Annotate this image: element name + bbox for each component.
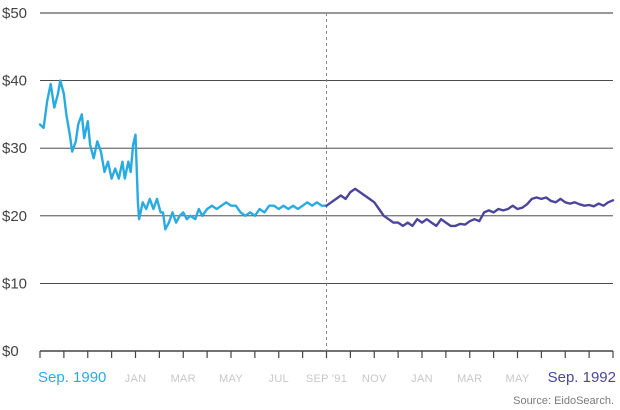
x-tick-label: MAR [457,373,482,385]
x-tick-label: MAY [219,373,243,385]
x-tick-label: JAN [125,373,147,385]
x-tick-label: MAR [171,373,196,385]
x-tick-label: JUL [269,373,289,385]
y-tick-label: $40 [2,73,27,90]
series-layer [38,79,615,231]
y-tick-label: $10 [2,275,27,292]
x-tick-label: NOV [362,373,387,385]
grid-layer [39,12,614,358]
x-tick-label: MAY [506,373,530,385]
x-axis-tick-labels: Sep. 1990 JAN MAR MAY JUL SEP '91 NOV JAN MAR MAY… [38,369,616,386]
x-axis-end-label: Sep. 1992 [548,369,616,386]
y-tick-label: $50 [2,5,27,22]
y-tick-label: $20 [2,208,27,225]
x-axis-start-label: Sep. 1990 [38,369,106,386]
series-2-line [325,187,615,228]
x-tick-label: JAN [411,373,433,385]
y-axis-tick-labels: $0 $10 $20 $30 $40 $50 [2,5,27,360]
source-note: Source: EidoSearch. [513,395,614,407]
series-1-line [38,79,328,231]
y-tick-label: $30 [2,140,27,157]
y-tick-label: $0 [2,343,19,360]
x-tick-label: SEP '91 [306,373,347,385]
